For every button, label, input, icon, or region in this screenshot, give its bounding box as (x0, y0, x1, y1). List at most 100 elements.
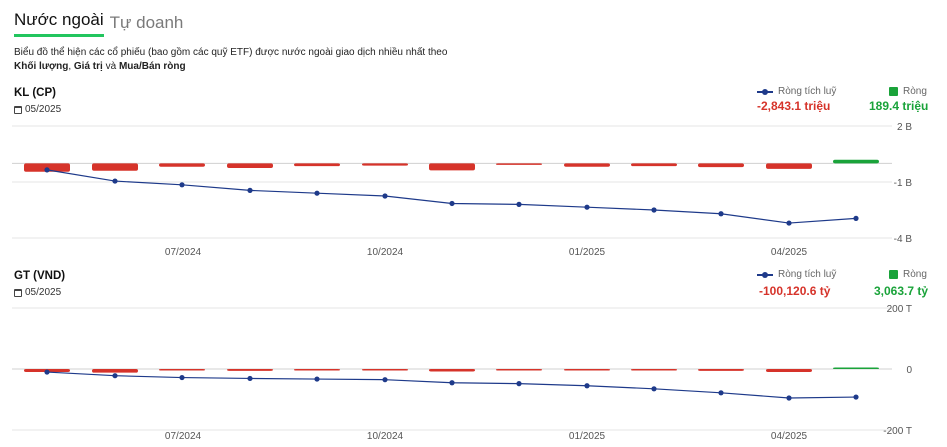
legend-net[interactable]: Ròng (889, 269, 927, 280)
line-point (112, 178, 118, 184)
bar (429, 369, 475, 372)
bar (766, 369, 812, 373)
y-tick-label: -200 T (883, 426, 912, 437)
bar (159, 163, 205, 167)
legend-cumulative[interactable]: Ròng tích luỹ (757, 86, 836, 97)
legend-cumulative-label: Ròng tích luỹ (778, 86, 837, 97)
x-tick-label: 07/2024 (165, 247, 202, 258)
line-legend-icon (757, 88, 773, 95)
panel-title-value: GT (VND) (14, 270, 66, 282)
y-tick-label: 2 B (897, 122, 912, 133)
date-label: 05/2025 (25, 104, 62, 115)
calendar-icon (14, 288, 22, 297)
line-point (786, 395, 792, 401)
net-value: 189.4 triệu (869, 99, 929, 113)
line-point (651, 386, 657, 392)
x-tick-label: 01/2025 (569, 431, 606, 442)
line-point (382, 377, 388, 383)
bar (159, 369, 205, 371)
description: Biểu đồ thể hiện các cổ phiếu (bao gồm c… (14, 46, 447, 74)
bar (698, 369, 744, 371)
line-point (651, 207, 657, 213)
line-point (449, 380, 455, 386)
tab-foreign[interactable]: Nước ngoài (14, 10, 104, 37)
bar (564, 163, 610, 167)
bar (227, 163, 273, 168)
line-point (516, 381, 522, 387)
bar (294, 163, 340, 167)
metric-volume: Khối lượng (14, 61, 69, 72)
bar (294, 369, 340, 371)
panel-date-volume: 05/2025 (14, 104, 61, 115)
line-point (584, 383, 590, 389)
x-tick-label: 07/2024 (165, 431, 202, 442)
bar (362, 163, 408, 166)
legend-net-label: Ròng (903, 269, 927, 280)
net-value: 3,063.7 tỷ (874, 284, 929, 298)
line-point (718, 390, 724, 396)
bar (429, 163, 475, 171)
y-tick-label: 200 T (887, 304, 912, 315)
bar (362, 369, 408, 371)
legend-cumulative[interactable]: Ròng tích luỹ (757, 269, 836, 280)
legend-net[interactable]: Ròng (889, 86, 927, 97)
legend-cumulative-label: Ròng tích luỹ (778, 269, 837, 280)
x-tick-label: 04/2025 (771, 431, 808, 442)
description-metrics: Khối lượng, Giá trị và Mua/Bán ròng (14, 60, 447, 74)
bar (564, 369, 610, 371)
line-point (314, 190, 320, 196)
square-legend-icon (889, 270, 898, 279)
line-point (786, 220, 792, 226)
bar (496, 163, 542, 165)
line-point (584, 204, 590, 210)
metric-net: Mua/Bán ròng (118, 61, 186, 72)
line-point (247, 187, 253, 193)
line-legend-icon (757, 271, 773, 278)
line-point (516, 201, 522, 207)
line-point (382, 193, 388, 199)
line-point (179, 374, 185, 381)
bar (92, 369, 138, 373)
y-tick-label: -4 B (894, 234, 913, 245)
cumulative-value: -2,843.1 triệu (757, 99, 831, 113)
line-point (112, 373, 118, 379)
line-point (44, 167, 50, 173)
metric-conjunction: và (102, 61, 119, 72)
line-point (449, 200, 455, 207)
chart-value: 200 T 0 -200 T 07/2024 10/2024 01/2025 04/2025 (12, 304, 912, 442)
metric-separator: , (68, 61, 74, 72)
chart-volume: 2 B -1 B -4 B 07/2024 10/2024 01/2025 04/2025 (12, 122, 913, 258)
bar (766, 163, 812, 169)
calendar-icon (14, 105, 22, 114)
line-point (44, 369, 50, 375)
legend-net-label: Ròng (903, 86, 927, 97)
cumulative-value: -100,120.6 tỷ (759, 284, 831, 298)
metric-value: Giá trị (73, 61, 103, 72)
line-point (853, 215, 859, 221)
line-point (718, 211, 724, 217)
tab-proprietary[interactable]: Tự doanh (109, 13, 184, 32)
square-legend-icon (889, 87, 898, 96)
line-point (314, 376, 320, 382)
bar (698, 163, 744, 168)
y-tick-label: 0 (906, 365, 912, 376)
bar (833, 367, 879, 369)
x-tick-label: 04/2025 (771, 247, 808, 258)
y-tick-label: -1 B (894, 178, 913, 189)
line-point (247, 375, 253, 382)
x-tick-label: 10/2024 (367, 247, 404, 258)
bar (227, 369, 273, 371)
panel-title-volume: KL (CP) (14, 87, 56, 99)
bar (92, 163, 138, 171)
bar (631, 163, 677, 167)
tab-bar: Nước ngoài Tự doanh (14, 10, 183, 37)
panel-date-value: 05/2025 (14, 287, 61, 298)
bar (631, 369, 677, 371)
date-label: 05/2025 (25, 287, 62, 298)
x-tick-label: 01/2025 (569, 247, 606, 258)
bar (833, 159, 879, 164)
bar (496, 369, 542, 371)
line-point (853, 394, 859, 400)
x-tick-label: 10/2024 (367, 431, 404, 442)
description-line: Biểu đồ thể hiện các cổ phiếu (bao gồm c… (14, 47, 448, 58)
